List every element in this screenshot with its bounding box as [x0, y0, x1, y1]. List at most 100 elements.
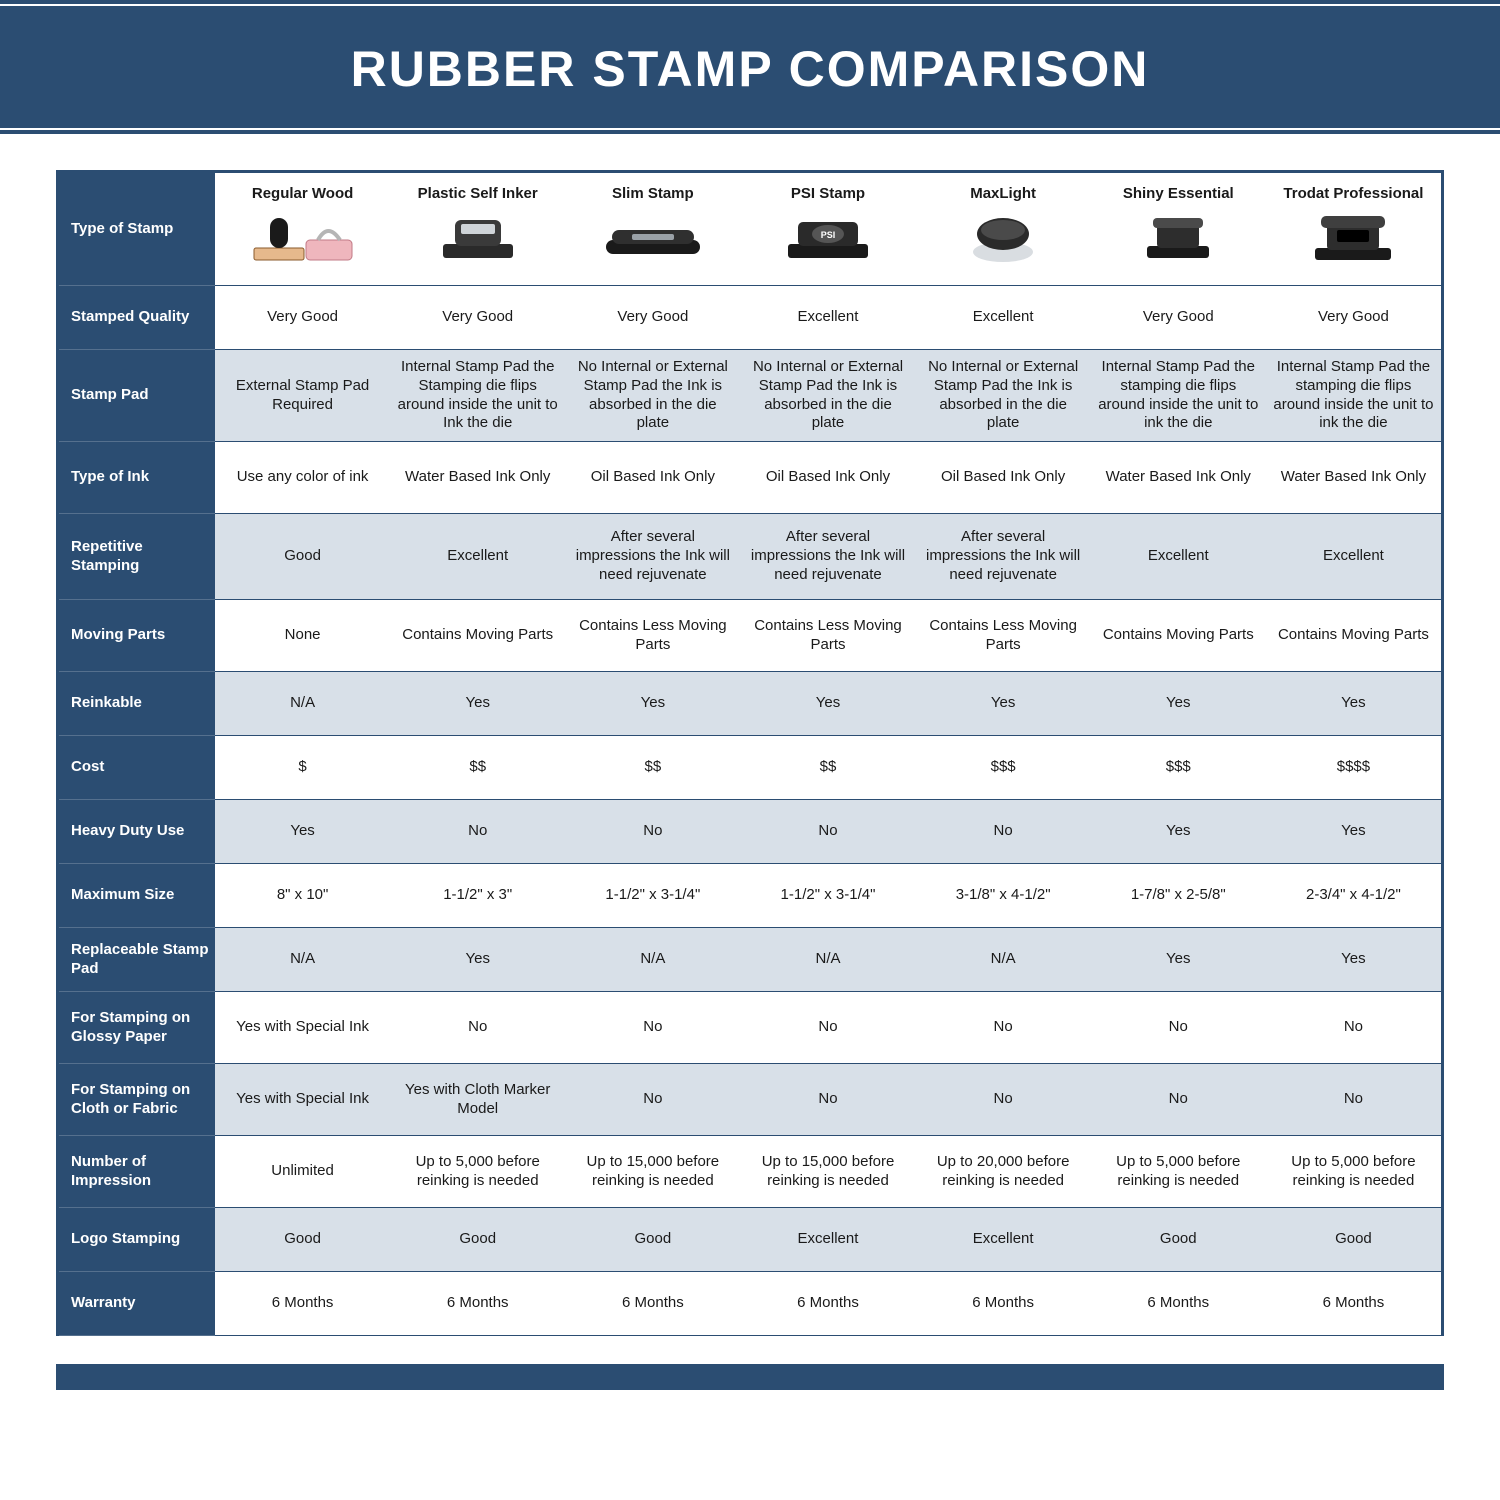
cell: No	[1091, 1064, 1266, 1136]
cell: N/A	[565, 928, 740, 992]
cell: Good	[1091, 1208, 1266, 1272]
cell: Contains Less Moving Parts	[916, 600, 1091, 672]
cell: After several impressions the Ink will n…	[916, 514, 1091, 600]
row-max-size: Maximum Size 8" x 10" 1-1/2" x 3" 1-1/2"…	[59, 864, 1441, 928]
row-warranty: Warranty 6 Months 6 Months 6 Months 6 Mo…	[59, 1272, 1441, 1336]
col-label: PSI Stamp	[791, 185, 865, 204]
row-repetitive: Repetitive Stamping Good Excellent After…	[59, 514, 1441, 600]
cell: No	[390, 800, 565, 864]
cell: 8" x 10"	[215, 864, 390, 928]
self-inker-icon	[423, 210, 533, 266]
cell: Contains Moving Parts	[1266, 600, 1441, 672]
cell: No Internal or External Stamp Pad the In…	[740, 350, 915, 442]
cell: N/A	[916, 928, 1091, 992]
cell: Internal Stamp Pad the Stamping die flip…	[390, 350, 565, 442]
col-psi-stamp: PSI Stamp PSI	[740, 173, 915, 286]
cell: $$$$	[1266, 736, 1441, 800]
cell: $$	[390, 736, 565, 800]
wood-stamp-icon	[248, 210, 358, 266]
row-stamped-quality: Stamped Quality Very Good Very Good Very…	[59, 286, 1441, 350]
cell: No	[1091, 992, 1266, 1064]
cell: Up to 5,000 before reinking is needed	[1266, 1136, 1441, 1208]
maxlight-icon	[948, 210, 1058, 266]
cell: Good	[215, 1208, 390, 1272]
cell: Very Good	[1091, 286, 1266, 350]
comparison-sheet: Type of Stamp Regular Wood	[56, 170, 1444, 1336]
cell: Yes	[1091, 800, 1266, 864]
row-type-of-ink: Type of Ink Use any color of ink Water B…	[59, 442, 1441, 514]
cell: N/A	[740, 928, 915, 992]
row-fabric: For Stamping on Cloth or Fabric Yes with…	[59, 1064, 1441, 1136]
cell: No	[916, 800, 1091, 864]
cell: Excellent	[740, 286, 915, 350]
comparison-table: Type of Stamp Regular Wood	[59, 173, 1441, 1336]
col-regular-wood: Regular Wood	[215, 173, 390, 286]
cell: Yes	[565, 672, 740, 736]
row-moving-parts: Moving Parts None Contains Moving Parts …	[59, 600, 1441, 672]
row-label: Stamped Quality	[59, 286, 215, 350]
cell: Yes with Special Ink	[215, 1064, 390, 1136]
cell: Oil Based Ink Only	[740, 442, 915, 514]
cell: Up to 5,000 before reinking is needed	[1091, 1136, 1266, 1208]
cell: 6 Months	[1266, 1272, 1441, 1336]
row-impressions: Number of Impression Unlimited Up to 5,0…	[59, 1136, 1441, 1208]
cell: Up to 15,000 before reinking is needed	[740, 1136, 915, 1208]
cell: Water Based Ink Only	[390, 442, 565, 514]
row-label: Warranty	[59, 1272, 215, 1336]
cell: External Stamp Pad Required	[215, 350, 390, 442]
cell: 6 Months	[1091, 1272, 1266, 1336]
row-label: Heavy Duty Use	[59, 800, 215, 864]
cell: No	[390, 992, 565, 1064]
cell: Very Good	[565, 286, 740, 350]
row-label: For Stamping on Glossy Paper	[59, 992, 215, 1064]
col-label: Plastic Self Inker	[418, 185, 538, 204]
shiny-essential-icon	[1123, 210, 1233, 266]
cell: Yes	[215, 800, 390, 864]
cell: $$$	[1091, 736, 1266, 800]
col-trodat-professional: Trodat Professional	[1266, 173, 1441, 286]
cell: After several impressions the Ink will n…	[740, 514, 915, 600]
cell: No	[740, 1064, 915, 1136]
col-slim-stamp: Slim Stamp	[565, 173, 740, 286]
row-label: Stamp Pad	[59, 350, 215, 442]
cell: Yes with Cloth Marker Model	[390, 1064, 565, 1136]
col-plastic-self-inker: Plastic Self Inker	[390, 173, 565, 286]
cell: Up to 20,000 before reinking is needed	[916, 1136, 1091, 1208]
cell: 6 Months	[390, 1272, 565, 1336]
cell: Yes	[1091, 928, 1266, 992]
cell: No Internal or External Stamp Pad the In…	[565, 350, 740, 442]
cell: No	[916, 1064, 1091, 1136]
row-reinkable: Reinkable N/A Yes Yes Yes Yes Yes Yes	[59, 672, 1441, 736]
row-label: Repetitive Stamping	[59, 514, 215, 600]
cell: 6 Months	[916, 1272, 1091, 1336]
cell: No	[1266, 992, 1441, 1064]
cell: Yes	[390, 928, 565, 992]
cell: Yes	[1091, 672, 1266, 736]
row-label: Moving Parts	[59, 600, 215, 672]
cell: Excellent	[916, 1208, 1091, 1272]
col-label: Regular Wood	[252, 185, 353, 204]
row-label-type: Type of Stamp	[59, 173, 215, 286]
cell: N/A	[215, 928, 390, 992]
cell: No Internal or External Stamp Pad the In…	[916, 350, 1091, 442]
row-cost: Cost $ $$ $$ $$ $$$ $$$ $$$$	[59, 736, 1441, 800]
svg-text:PSI: PSI	[821, 230, 836, 240]
cell: Internal Stamp Pad the stamping die flip…	[1266, 350, 1441, 442]
page: RUBBER STAMP COMPARISON Type of Stamp Re…	[0, 0, 1500, 1500]
col-label: Trodat Professional	[1283, 185, 1423, 204]
cell: Contains Moving Parts	[1091, 600, 1266, 672]
cell: Good	[565, 1208, 740, 1272]
psi-stamp-icon: PSI	[773, 210, 883, 266]
cell: Yes	[916, 672, 1091, 736]
col-label: MaxLight	[970, 185, 1036, 204]
row-heavy-duty: Heavy Duty Use Yes No No No No Yes Yes	[59, 800, 1441, 864]
cell: 1-7/8" x 2-5/8"	[1091, 864, 1266, 928]
slim-stamp-icon	[598, 210, 708, 266]
cell: 3-1/8" x 4-1/2"	[916, 864, 1091, 928]
cell: No	[1266, 1064, 1441, 1136]
header-row: Type of Stamp Regular Wood	[59, 173, 1441, 286]
cell: $	[215, 736, 390, 800]
cell: Yes	[1266, 672, 1441, 736]
col-maxlight: MaxLight	[916, 173, 1091, 286]
cell: No	[565, 800, 740, 864]
